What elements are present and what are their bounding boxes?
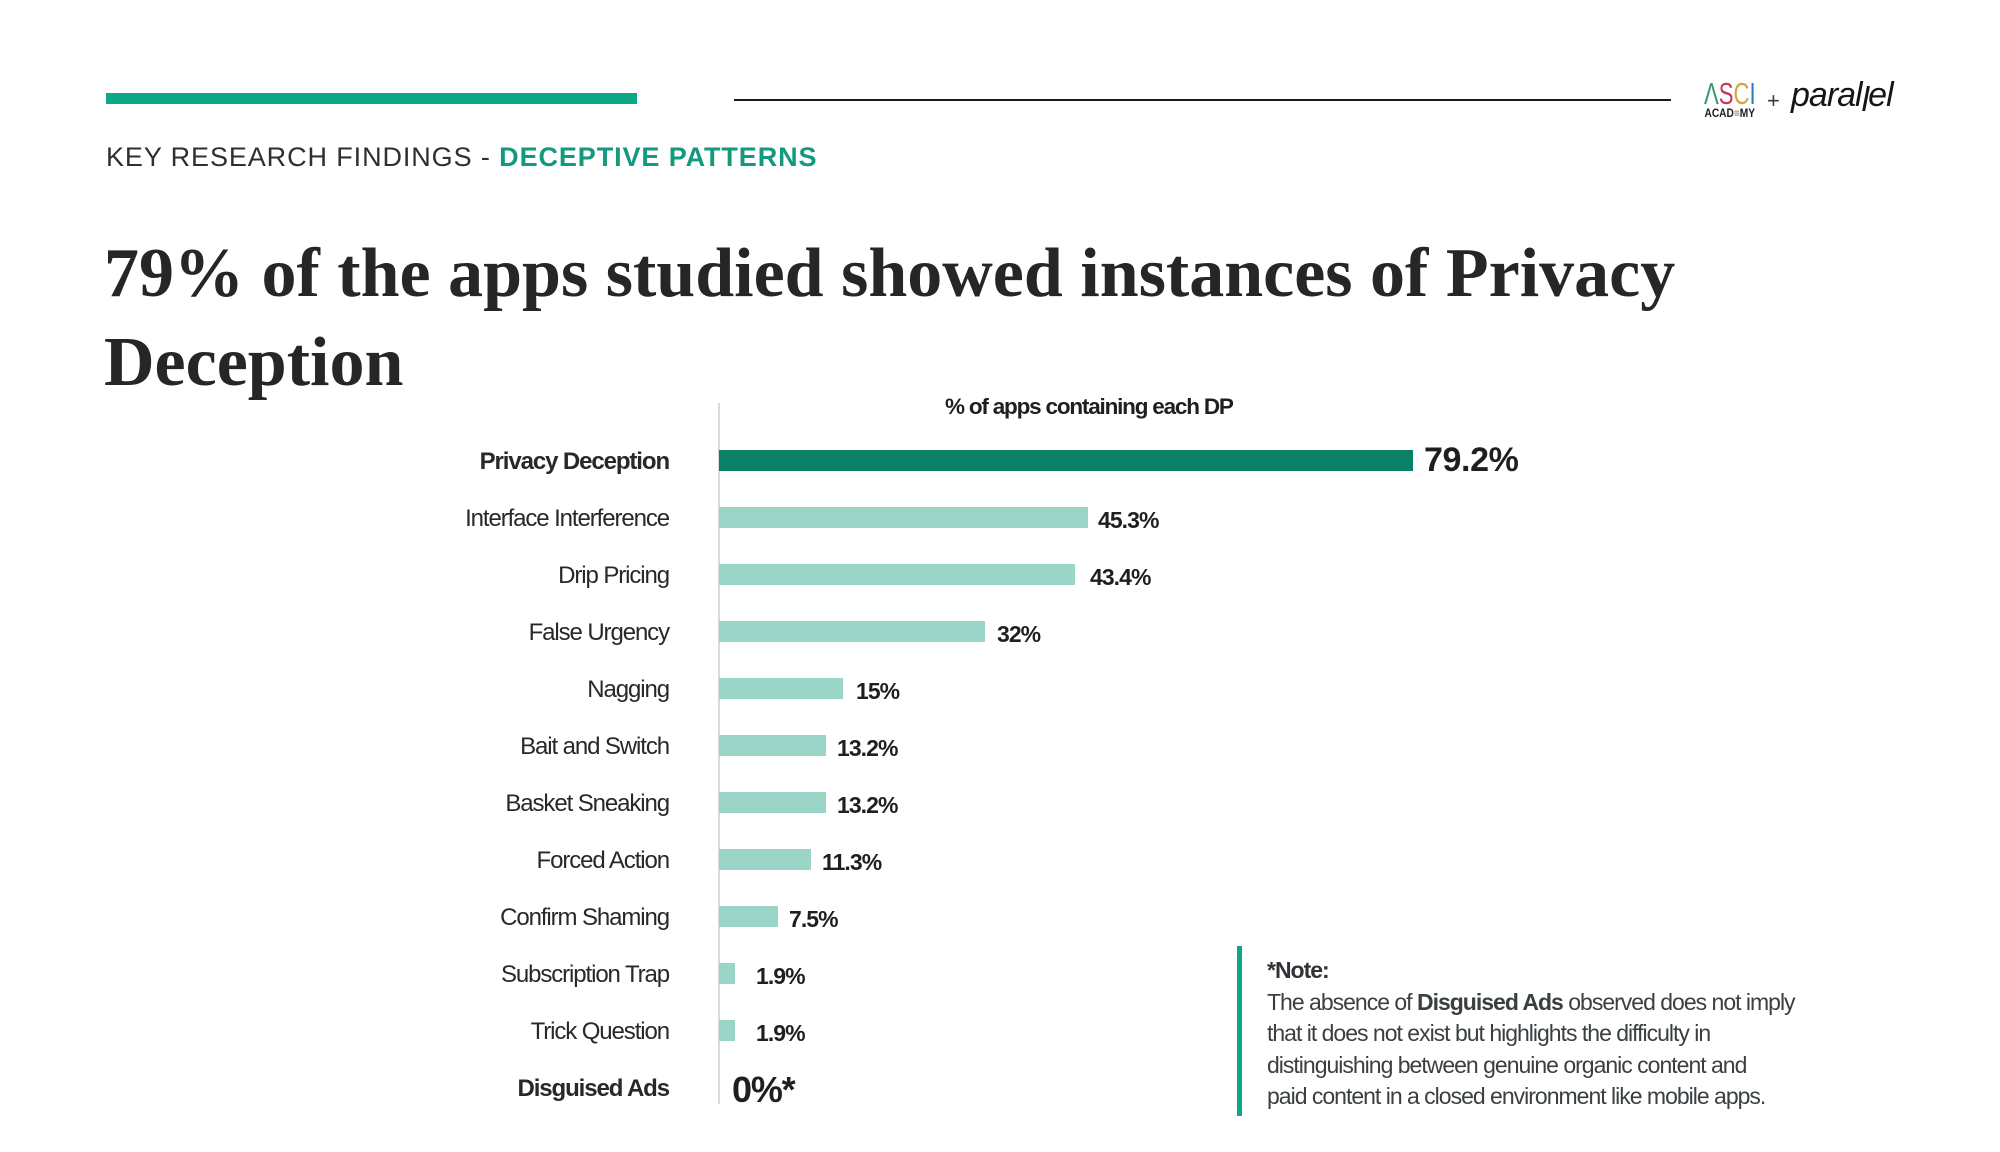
svg-text:ΛSCI: ΛSCI <box>1704 78 1756 111</box>
svg-text:ACAD≡MY: ACAD≡MY <box>1705 108 1756 120</box>
